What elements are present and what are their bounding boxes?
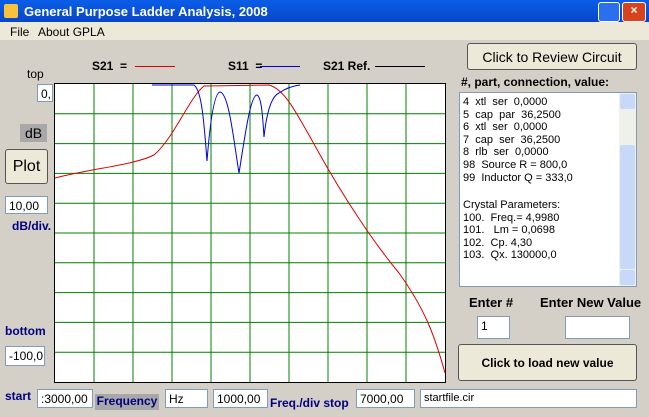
list-item[interactable]: 5 cap par 36,2500 <box>463 108 561 121</box>
label: start <box>5 389 32 403</box>
value-input[interactable] <box>565 316 630 339</box>
menu-bar <box>0 22 649 40</box>
stop-input[interactable]: 7000,00 <box>356 389 415 408</box>
legend-label: S11 = <box>228 59 263 73</box>
label: Frequency <box>95 394 159 410</box>
list-item[interactable]: Crystal Parameters: <box>463 199 561 211</box>
review-button[interactable]: Click to Review Circuit <box>467 43 637 70</box>
app-icon <box>4 4 18 18</box>
s11-curve <box>152 84 301 174</box>
list-item[interactable]: 7 cap ser 36,2500 <box>463 133 561 146</box>
legend-label: S21 Ref. <box>323 59 371 73</box>
number-input[interactable]: 1 <box>477 316 510 339</box>
list-header: #, part, connection, value: <box>461 75 610 89</box>
list-item[interactable]: 99 Inductor Q = 333,0 <box>463 171 573 184</box>
start-input[interactable]: :3000,00 <box>37 389 93 408</box>
label: dB/div. <box>12 219 52 233</box>
window-title: General Purpose Ladder Analysis, 2008 <box>24 4 268 19</box>
list-item[interactable]: 6 xtl ser 0,0000 <box>463 121 548 134</box>
file-input[interactable]: startfile.cir <box>420 389 637 408</box>
list-item[interactable]: 101. Lm = 0,0698 <box>463 224 556 237</box>
close-button[interactable]: × <box>622 2 646 22</box>
legend-line <box>375 66 425 67</box>
div-input[interactable]: 10,00 <box>5 196 48 214</box>
label: bottom <box>5 324 46 338</box>
list-item[interactable]: 100. Freq.= 4,9980 <box>463 211 560 224</box>
menu-item[interactable]: File <box>10 25 30 39</box>
scroll-thumb[interactable] <box>620 145 635 269</box>
menu-item[interactable]: About GPLA <box>38 25 105 39</box>
list-item[interactable]: 98 Source R = 800,0 <box>463 158 568 171</box>
unit-input[interactable]: Hz <box>165 389 208 408</box>
s21-curve <box>54 84 446 374</box>
label: Enter New Value <box>540 295 642 310</box>
list-box[interactable]: 4 xtl ser 0,0000 5 cap par 36,2500 6 xtl s… <box>459 92 637 287</box>
top-input[interactable]: 0, <box>37 84 53 102</box>
label: Enter # <box>469 295 514 310</box>
legend-line <box>260 66 300 67</box>
bottom-input[interactable]: -100,0 <box>5 346 45 366</box>
scroll-up[interactable] <box>620 94 635 109</box>
legend-line <box>135 66 175 67</box>
plot <box>54 83 446 383</box>
label: Freq./div stop <box>270 396 349 410</box>
minimize-button[interactable] <box>598 2 620 22</box>
div-input[interactable]: 1000,00 <box>213 389 268 408</box>
list-item[interactable]: 8 rlb ser 0,0000 <box>463 146 549 159</box>
list-item[interactable]: 4 xtl ser 0,0000 <box>463 96 548 108</box>
scroll-down[interactable] <box>620 270 635 285</box>
unit-label: dB <box>20 124 47 142</box>
list-item[interactable]: 102. Cp. 4,30 <box>463 236 533 249</box>
label: top <box>27 67 44 81</box>
list-lines: 4 xtl ser 0,0000 5 cap par 36,2500 6 xtl s… <box>463 96 573 184</box>
list-crystal: Crystal Parameters: 100. Freq.= 4,9980 101… <box>463 199 560 262</box>
list-item[interactable]: 103. Qx. 130000,0 <box>463 249 557 262</box>
plot-button[interactable]: Plot <box>5 149 48 184</box>
legend-label: S21 = <box>92 59 128 73</box>
load-button[interactable]: Click to load new value <box>458 344 637 381</box>
title-bar <box>0 0 649 22</box>
